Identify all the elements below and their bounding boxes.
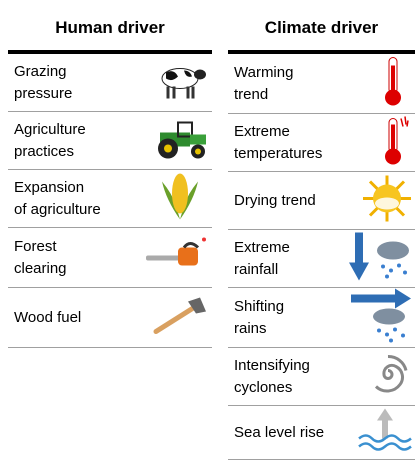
- label-line: trend: [234, 84, 293, 106]
- driver-icon: [150, 295, 210, 340]
- driver-row: Drying trend: [228, 172, 415, 230]
- driver-icon: [150, 171, 210, 226]
- driver-icon: [361, 173, 413, 228]
- driver-icon: [363, 349, 413, 404]
- label-line: Drying trend: [234, 190, 316, 212]
- driver-icon: [349, 288, 413, 347]
- label-line: Forest: [14, 236, 67, 258]
- label-line: Intensifying: [234, 355, 310, 377]
- label-line: practices: [14, 141, 86, 163]
- label-line: Extreme: [234, 237, 290, 259]
- driver-row: Sea level rise: [228, 406, 415, 460]
- label-line: Warming: [234, 62, 293, 84]
- column-header: Climate driver: [228, 18, 415, 38]
- driver-icon: [357, 408, 413, 457]
- icon: [357, 408, 413, 452]
- page: Human driverGrazingpressureAgriculturepr…: [0, 0, 419, 461]
- icon: [150, 58, 210, 102]
- label-line: temperatures: [234, 143, 322, 165]
- label-line: rainfall: [234, 259, 290, 281]
- label-line: Wood fuel: [14, 307, 81, 329]
- icon: [363, 349, 413, 399]
- label-line: Agriculture: [14, 119, 86, 141]
- label-line: clearing: [14, 258, 67, 280]
- label-line: Shifting: [234, 296, 284, 318]
- icon: [361, 173, 413, 223]
- label-line: pressure: [14, 83, 72, 105]
- icon: [150, 171, 210, 221]
- driver-label: Drying trend: [234, 190, 316, 212]
- icon: [373, 114, 413, 166]
- icon: [349, 230, 413, 282]
- label-line: Sea level rise: [234, 422, 324, 444]
- driver-icon: [373, 114, 413, 171]
- icon: [150, 295, 210, 335]
- label-line: cyclones: [234, 377, 310, 399]
- icon: [144, 235, 210, 275]
- driver-icon: [349, 230, 413, 287]
- driver-label: Wood fuel: [14, 307, 81, 329]
- label-line: rains: [234, 318, 284, 340]
- driver-row: Wood fuel: [8, 288, 212, 348]
- label-line: Expansion: [14, 177, 101, 199]
- driver-icon: [144, 235, 210, 280]
- driver-label: Sea level rise: [234, 422, 324, 444]
- driver-icon: [150, 58, 210, 107]
- label-line: Grazing: [14, 61, 72, 83]
- driver-icon: [373, 55, 413, 112]
- icon: [373, 55, 413, 107]
- driver-icon: [150, 116, 210, 165]
- label-line: of agriculture: [14, 199, 101, 221]
- column-header: Human driver: [8, 18, 212, 38]
- icon: [150, 116, 210, 160]
- label-line: Extreme: [234, 121, 322, 143]
- icon: [349, 288, 413, 342]
